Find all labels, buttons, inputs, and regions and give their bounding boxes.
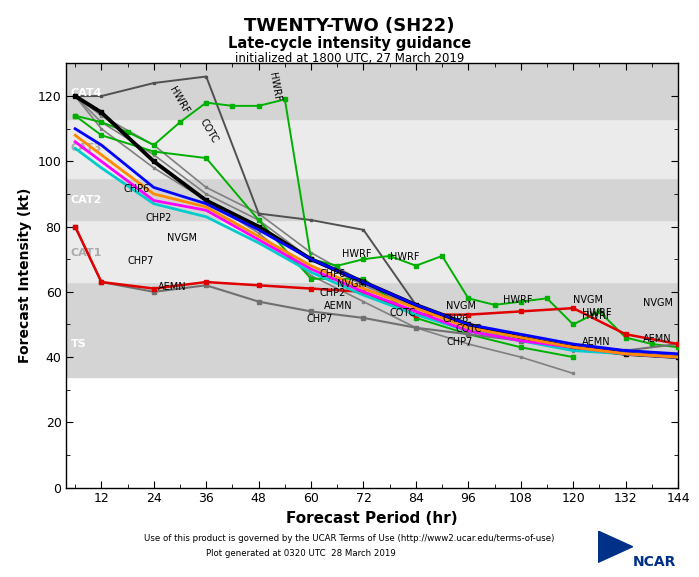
Text: CAT4: CAT4 bbox=[71, 88, 102, 98]
Text: CHP2: CHP2 bbox=[319, 288, 346, 298]
Text: HWRF: HWRF bbox=[389, 253, 419, 263]
Text: AEMN: AEMN bbox=[582, 338, 610, 347]
Text: CAT3: CAT3 bbox=[71, 143, 102, 153]
Text: AEMN: AEMN bbox=[158, 282, 187, 292]
Bar bbox=[66, 220, 678, 282]
Text: Late-cycle intensity guidance: Late-cycle intensity guidance bbox=[228, 36, 471, 51]
X-axis label: Forecast Period (hr): Forecast Period (hr) bbox=[287, 511, 458, 526]
Text: NVGM: NVGM bbox=[643, 298, 673, 308]
Bar bbox=[66, 282, 678, 377]
Text: CHP6: CHP6 bbox=[442, 314, 468, 324]
Text: NVGM: NVGM bbox=[337, 279, 367, 288]
Text: AEMN: AEMN bbox=[324, 301, 353, 312]
Text: CAT1: CAT1 bbox=[71, 248, 102, 258]
Text: CHP7: CHP7 bbox=[127, 256, 154, 266]
Text: Plot generated at 0320 UTC  28 March 2019: Plot generated at 0320 UTC 28 March 2019 bbox=[206, 549, 396, 559]
Text: TS: TS bbox=[71, 339, 87, 349]
Text: AEMN: AEMN bbox=[643, 334, 672, 344]
Text: HWRF: HWRF bbox=[267, 72, 282, 103]
Text: COTC: COTC bbox=[389, 308, 416, 318]
Text: NVGM: NVGM bbox=[167, 233, 197, 243]
Text: HWRF: HWRF bbox=[503, 295, 533, 305]
Bar bbox=[66, 63, 678, 119]
Text: NVGM: NVGM bbox=[573, 295, 603, 305]
Y-axis label: Forecast Intensity (kt): Forecast Intensity (kt) bbox=[18, 188, 32, 363]
Text: COTC: COTC bbox=[197, 117, 219, 145]
Text: CHP7: CHP7 bbox=[447, 338, 473, 347]
Text: NVGM: NVGM bbox=[447, 301, 477, 312]
Text: COTC: COTC bbox=[455, 324, 482, 334]
Polygon shape bbox=[598, 531, 633, 563]
Text: HWRF: HWRF bbox=[167, 85, 190, 115]
Text: initialized at 1800 UTC, 27 March 2019: initialized at 1800 UTC, 27 March 2019 bbox=[235, 52, 464, 65]
Text: Use of this product is governed by the UCAR Terms of Use (http://www2.ucar.edu/t: Use of this product is governed by the U… bbox=[144, 534, 555, 543]
Text: TWENTY-TWO (SH22): TWENTY-TWO (SH22) bbox=[244, 17, 455, 35]
Text: CHP6: CHP6 bbox=[319, 269, 346, 279]
Text: HWRF: HWRF bbox=[582, 311, 612, 321]
Bar bbox=[66, 119, 678, 178]
Text: CHP7: CHP7 bbox=[307, 314, 333, 324]
Bar bbox=[66, 178, 678, 220]
Text: CHP6: CHP6 bbox=[123, 184, 150, 194]
Text: NCAR: NCAR bbox=[633, 555, 676, 569]
Text: HWRF: HWRF bbox=[342, 249, 371, 259]
Text: HWRF: HWRF bbox=[582, 308, 612, 318]
Text: CAT2: CAT2 bbox=[71, 196, 102, 205]
Text: CHP2: CHP2 bbox=[145, 213, 171, 223]
